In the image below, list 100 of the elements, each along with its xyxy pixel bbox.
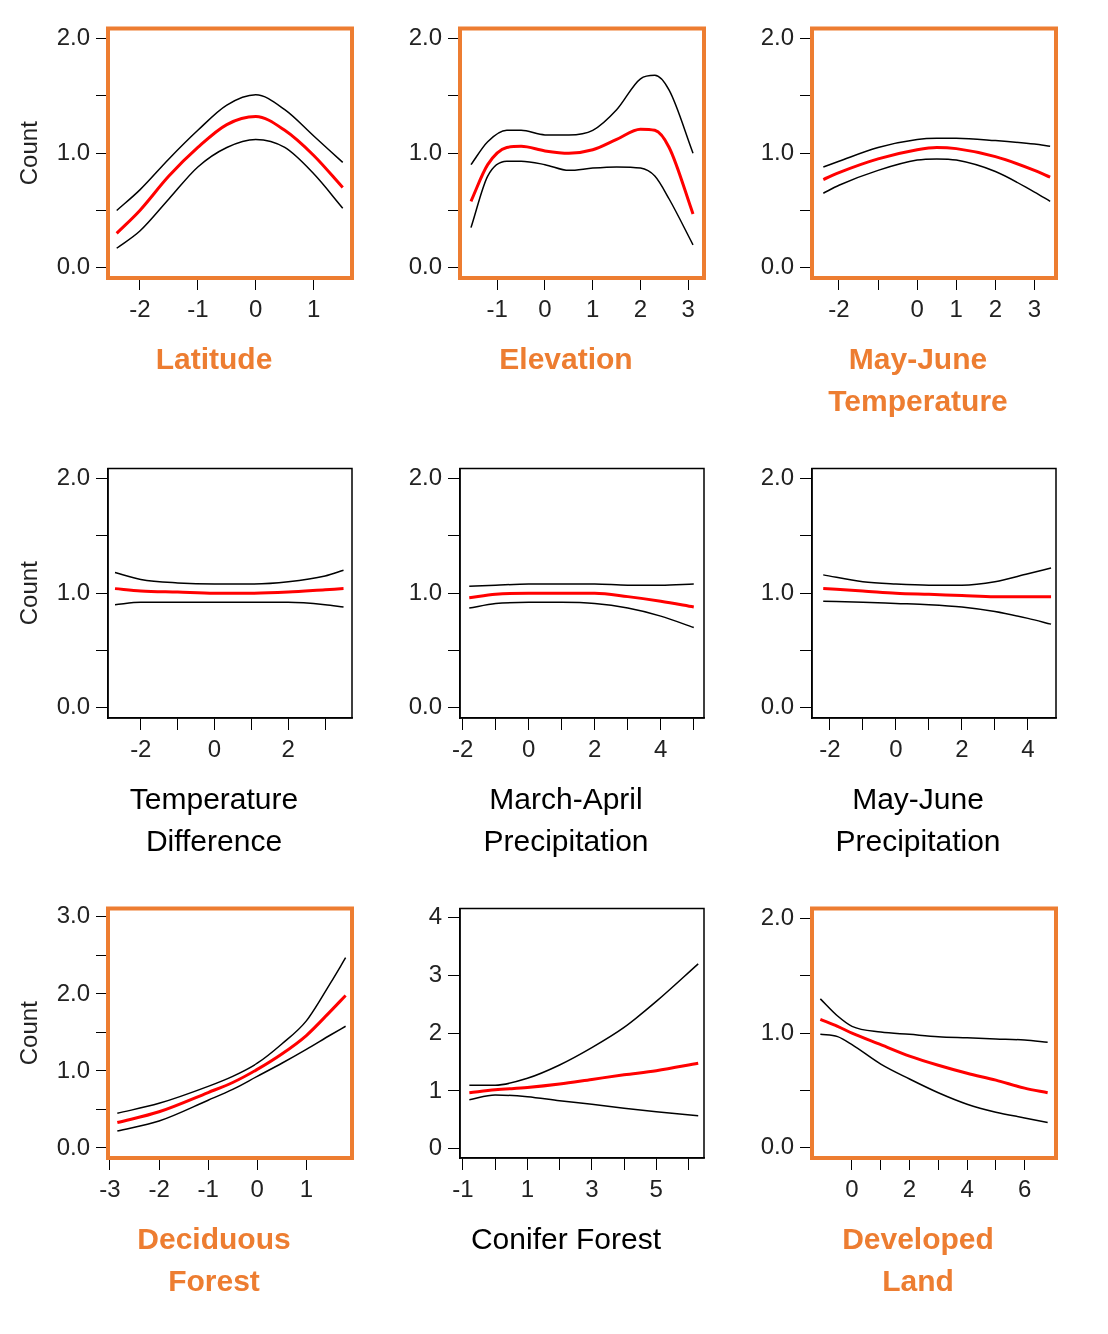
x-tick-label: 4 [654, 735, 668, 763]
y-tick-label: 1.0 [56, 577, 90, 605]
line-series [819, 998, 1049, 1044]
x-tick-label: 2 [988, 295, 1003, 323]
x-tick-label: 0 [250, 1175, 264, 1203]
y-axis-title: Count [15, 120, 43, 186]
x-tick-label: 4 [960, 1175, 974, 1203]
x-tick-label: -1 [187, 295, 209, 323]
y-tick-label: 2.0 [56, 23, 90, 51]
x-tick-label: -1 [452, 1175, 474, 1203]
line-series [467, 591, 696, 609]
x-axis-title: March-April Precipitation [482, 781, 650, 859]
x-tick-label: 3 [585, 1175, 599, 1203]
y-tick-label: 0.0 [760, 692, 794, 720]
x-tick-label: 6 [1017, 1175, 1032, 1203]
x-tick-label: -2 [819, 735, 841, 763]
x-tick-label: -1 [197, 1175, 219, 1203]
line-series [115, 138, 344, 249]
y-tick-label: 3 [428, 960, 442, 988]
y-tick-label: 2 [428, 1017, 442, 1045]
x-tick-label: 5 [649, 1175, 663, 1203]
y-tick-label: 2.0 [760, 903, 794, 931]
x-axis-title: Deciduous Forest [136, 1221, 292, 1299]
x-axis-title: May-June Temperature [827, 341, 1009, 419]
line-series [821, 587, 1053, 599]
x-tick-label: 4 [1021, 735, 1035, 763]
line-series [468, 963, 699, 1086]
x-axis-title: Latitude [154, 341, 274, 377]
line-series [822, 137, 1051, 168]
x-tick-label: -2 [130, 735, 152, 763]
x-tick-label: -2 [451, 735, 474, 763]
y-tick-label: 1 [428, 1075, 442, 1103]
line-series [470, 160, 694, 246]
y-tick-label: 0 [428, 1133, 442, 1161]
y-tick-label: 2.0 [56, 463, 90, 491]
x-tick-label: -3 [99, 1175, 121, 1203]
y-tick-label: 0.0 [408, 692, 442, 720]
y-tick-label: 1.0 [56, 137, 90, 165]
y-tick-label: 1.0 [56, 1055, 90, 1083]
line-series [822, 567, 1052, 586]
x-axis-title: Temperature Difference [128, 781, 300, 859]
line-series [468, 601, 695, 629]
x-tick-label: 1 [949, 295, 963, 323]
x-tick-label: 1 [586, 295, 600, 323]
line-series [114, 569, 345, 585]
x-tick-label: 0 [910, 295, 924, 323]
line-series [468, 1094, 699, 1117]
y-tick-label: 4 [428, 902, 442, 930]
line-series [822, 158, 1051, 203]
y-tick-label: 2.0 [408, 463, 442, 491]
x-tick-label: 2 [902, 1175, 917, 1203]
line-series [822, 600, 1052, 625]
y-tick-label: 0.0 [408, 252, 442, 280]
y-axis-title: Count [15, 1000, 43, 1066]
line-series [470, 74, 694, 166]
y-tick-label: 1.0 [408, 577, 442, 605]
x-tick-label: 0 [889, 735, 903, 763]
line-series [821, 145, 1052, 182]
x-tick-label: -2 [129, 295, 151, 323]
x-axis-title: May-June Precipitation [834, 781, 1002, 859]
x-axis-title: Developed Land [841, 1221, 995, 1299]
y-axis-title: Count [15, 560, 43, 626]
line-series [116, 1025, 347, 1132]
y-tick-label: 0.0 [56, 1132, 90, 1160]
x-tick-label: -1 [486, 295, 508, 323]
y-tick-label: 0.0 [56, 692, 90, 720]
x-axis-title: Conifer Forest [469, 1221, 663, 1257]
line-series [115, 993, 348, 1125]
x-tick-label: 0 [207, 735, 222, 763]
line-series [116, 956, 347, 1115]
x-tick-label: 3 [1027, 295, 1042, 323]
x-tick-label: 2 [955, 735, 969, 763]
line-series [115, 94, 344, 212]
x-tick-label: 0 [522, 735, 536, 763]
y-tick-label: 0.0 [56, 252, 90, 280]
line-series [819, 1033, 1049, 1124]
y-tick-label: 3.0 [56, 901, 90, 929]
x-tick-label: -2 [148, 1175, 170, 1203]
y-tick-label: 2.0 [760, 23, 794, 51]
y-tick-label: 2.0 [760, 463, 794, 491]
y-tick-label: 1.0 [760, 137, 794, 165]
x-tick-label: 2 [633, 295, 648, 323]
y-tick-label: 0.0 [760, 1132, 794, 1160]
x-tick-label: 0 [249, 295, 263, 323]
line-series [115, 115, 345, 235]
line-series [467, 1061, 700, 1095]
x-tick-label: 0 [845, 1175, 859, 1203]
x-tick-label: 2 [588, 735, 602, 763]
y-tick-label: 0.0 [760, 252, 794, 280]
x-axis-title: Elevation [498, 341, 634, 377]
line-series [469, 127, 695, 216]
x-tick-label: -2 [828, 295, 850, 323]
x-tick-label: 3 [681, 295, 695, 323]
y-tick-label: 2.0 [56, 978, 90, 1006]
y-tick-label: 1.0 [760, 577, 794, 605]
x-tick-label: 1 [299, 1175, 314, 1203]
x-tick-label: 0 [538, 295, 552, 323]
y-tick-label: 2.0 [408, 23, 442, 51]
x-tick-label: 1 [307, 295, 321, 323]
y-tick-label: 1.0 [408, 137, 442, 165]
